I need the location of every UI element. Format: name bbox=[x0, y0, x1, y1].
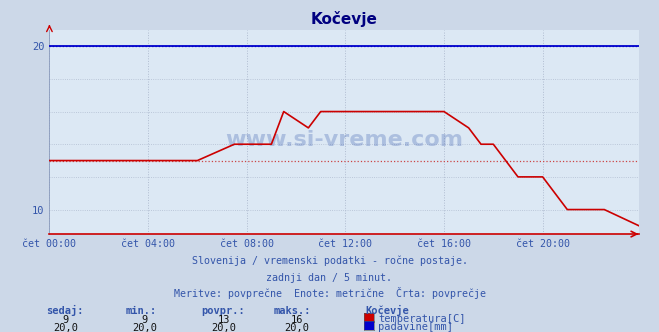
Text: 20,0: 20,0 bbox=[132, 323, 158, 332]
Text: temperatura[C]: temperatura[C] bbox=[378, 314, 466, 324]
Text: sedaj:: sedaj: bbox=[46, 305, 84, 316]
Text: min.:: min.: bbox=[125, 306, 156, 316]
Text: Slovenija / vremenski podatki - ročne postaje.: Slovenija / vremenski podatki - ročne po… bbox=[192, 255, 467, 266]
Text: 16: 16 bbox=[291, 315, 302, 325]
Text: 9: 9 bbox=[142, 315, 148, 325]
Text: 20,0: 20,0 bbox=[212, 323, 237, 332]
Text: 20,0: 20,0 bbox=[284, 323, 309, 332]
Text: zadnji dan / 5 minut.: zadnji dan / 5 minut. bbox=[266, 273, 393, 283]
Text: www.si-vreme.com: www.si-vreme.com bbox=[225, 130, 463, 150]
Text: Kočevje: Kočevje bbox=[366, 305, 409, 316]
Text: 9: 9 bbox=[63, 315, 69, 325]
Text: Meritve: povprečne  Enote: metrične  Črta: povprečje: Meritve: povprečne Enote: metrične Črta:… bbox=[173, 287, 486, 299]
Text: 13: 13 bbox=[218, 315, 230, 325]
Text: maks.:: maks.: bbox=[273, 306, 311, 316]
Text: povpr.:: povpr.: bbox=[201, 306, 244, 316]
Text: padavine[mm]: padavine[mm] bbox=[378, 322, 453, 332]
Text: 20,0: 20,0 bbox=[53, 323, 78, 332]
Title: Kočevje: Kočevje bbox=[311, 11, 378, 27]
